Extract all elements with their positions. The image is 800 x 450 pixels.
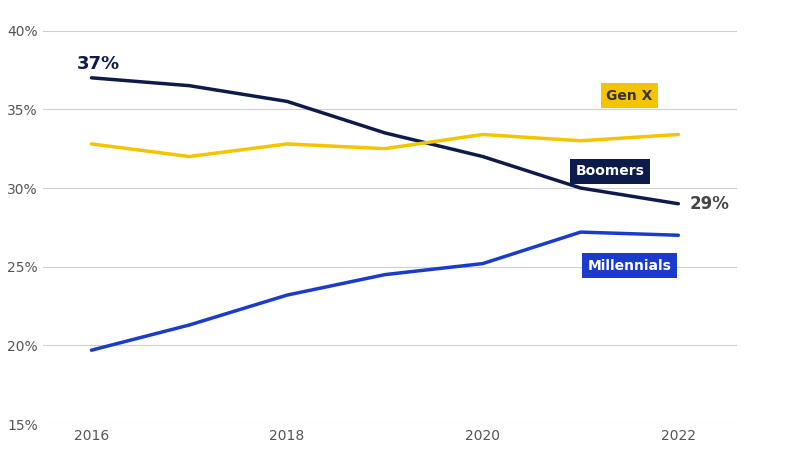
Text: Gen X: Gen X bbox=[606, 89, 653, 103]
Text: Millennials: Millennials bbox=[587, 259, 671, 273]
Text: 29%: 29% bbox=[690, 195, 730, 213]
Text: 37%: 37% bbox=[77, 55, 120, 73]
Text: Boomers: Boomers bbox=[575, 164, 644, 178]
